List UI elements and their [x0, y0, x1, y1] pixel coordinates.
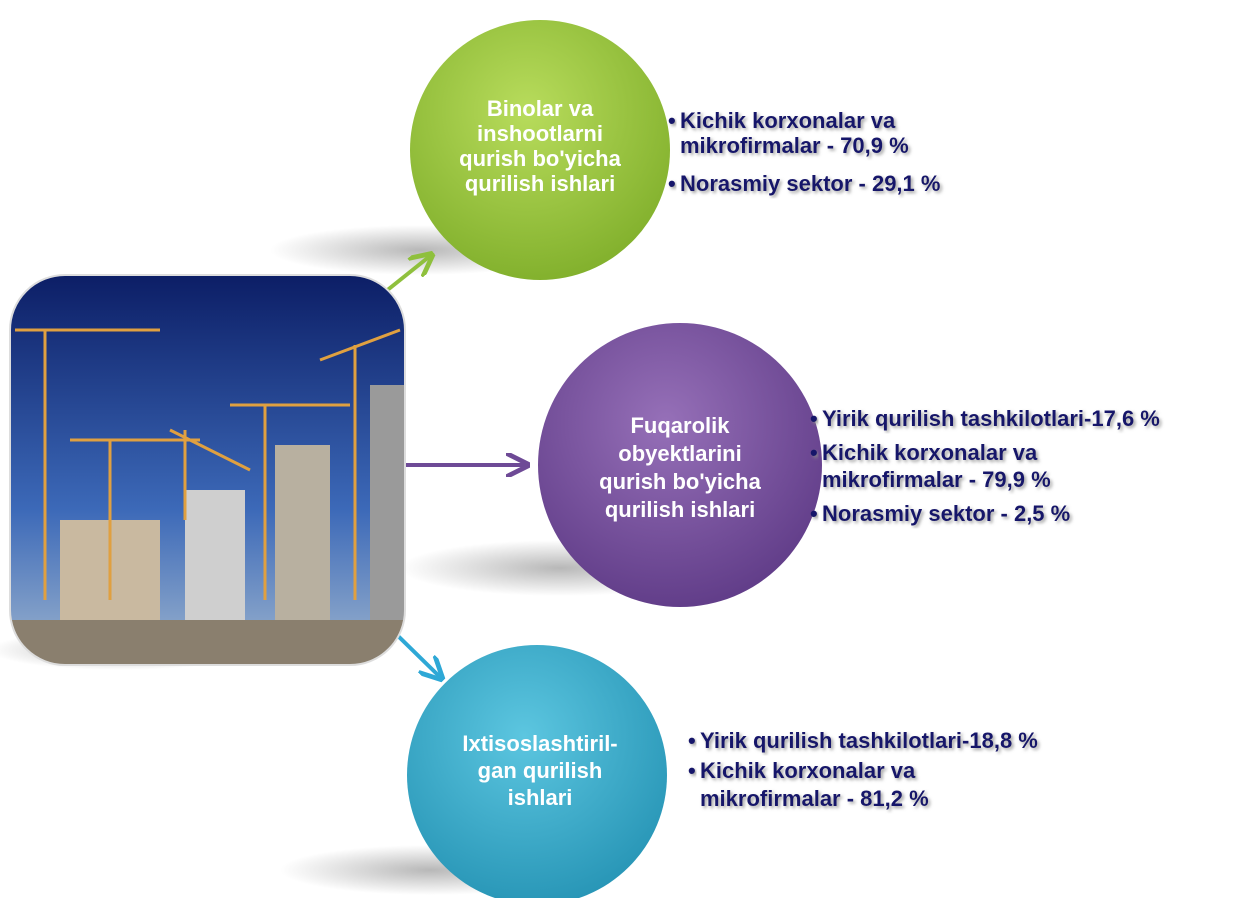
circle-label: qurilish ishlari	[465, 171, 615, 196]
bullet-text: Yirik qurilish tashkilotlari-18,8 %	[700, 728, 1038, 753]
bullet-text: Norasmiy sektor - 29,1 %	[680, 171, 940, 196]
bullet-text: mikrofirmalar - 70,9 %	[680, 133, 909, 158]
bullet-dot: •	[810, 501, 818, 526]
bullet-dot: •	[688, 758, 696, 783]
circle-label: inshootlarni	[477, 121, 603, 146]
bullet-dot: •	[810, 406, 818, 431]
circle-label: obyektlarini	[618, 441, 741, 466]
circle-label: qurish bo'yicha	[599, 469, 761, 494]
bullet-dot: •	[810, 440, 818, 465]
circle-label: qurilish ishlari	[605, 497, 755, 522]
bullet-text: mikrofirmalar - 81,2 %	[700, 786, 929, 811]
bullet-text: Kichik korxonalar va	[822, 440, 1038, 465]
circle-label: qurish bo'yicha	[459, 146, 621, 171]
bullet-text: Kichik korxonalar va	[700, 758, 916, 783]
bullet-text: Norasmiy sektor - 2,5 %	[822, 501, 1070, 526]
circle-label: gan qurilish	[478, 758, 603, 783]
construction-image	[10, 275, 405, 665]
bullet-dot: •	[668, 108, 676, 133]
bullet-text: mikrofirmalar - 79,9 %	[822, 467, 1051, 492]
circle-label: Ixtisoslashtiril-	[462, 731, 617, 756]
circle-label: Binolar va	[487, 96, 594, 121]
bullet-text: Kichik korxonalar va	[680, 108, 896, 133]
circle-label: ishlari	[508, 785, 573, 810]
bullet-dot: •	[688, 728, 696, 753]
circle-label: Fuqarolik	[630, 413, 730, 438]
diagram: Binolar vainshootlarniqurish bo'yichaqur…	[0, 0, 1240, 898]
bullet-dot: •	[668, 171, 676, 196]
bullet-text: Yirik qurilish tashkilotlari-17,6 %	[822, 406, 1160, 431]
